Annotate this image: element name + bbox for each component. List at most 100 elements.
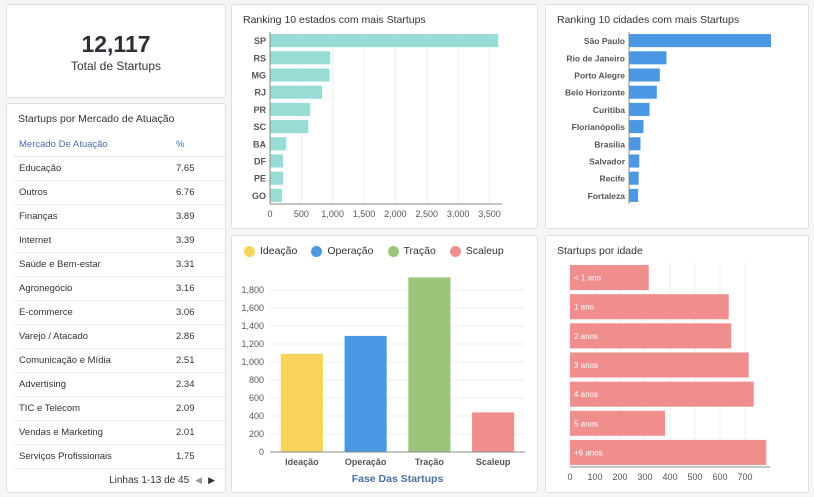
column-header-percent[interactable]: % — [175, 132, 225, 157]
table-row[interactable]: Educação 7.65 — [13, 156, 225, 181]
legend-swatch — [387, 245, 399, 257]
market-cell: Advertising — [13, 372, 175, 397]
legend-item[interactable]: Tração — [387, 245, 436, 257]
category-label: < 1 ano — [574, 274, 601, 283]
bar — [629, 51, 667, 65]
market-cell: Outros — [13, 180, 175, 205]
x-axis-label: Fase Das Startups — [352, 473, 444, 485]
bar — [270, 188, 282, 202]
x-tick-label: 700 — [737, 472, 752, 482]
bar — [629, 85, 657, 99]
age-chart-title: Startups por idade — [557, 245, 643, 257]
bar — [629, 68, 660, 82]
market-cell: Educação — [13, 156, 175, 181]
bar — [570, 352, 749, 378]
category-label: PE — [254, 174, 266, 184]
percent-cell: 3.16 — [175, 276, 225, 301]
table-row[interactable]: Agronegócio 3.16 — [13, 276, 225, 301]
column-header-market[interactable]: Mercado De Atuação — [13, 132, 175, 157]
bar — [629, 120, 644, 134]
y-tick-label: 600 — [249, 393, 264, 403]
x-tick-label: 1,500 — [353, 209, 376, 219]
chevron-left-icon[interactable]: ◀ — [195, 475, 203, 485]
table-row[interactable]: Serviços Profissionais 1.75 — [13, 444, 225, 469]
x-category-label: Scaleup — [476, 457, 511, 467]
percent-cell: 3.89 — [175, 204, 225, 229]
bar — [280, 353, 323, 452]
bar — [270, 171, 284, 185]
percent-cell: 3.31 — [175, 252, 225, 277]
kpi-card: 12,117 Total de Startups — [6, 4, 226, 98]
percent-cell: 2.01 — [175, 420, 225, 445]
market-table-card: Startups por Mercado de Atuação Mercado … — [6, 103, 226, 493]
category-label: 5 anos — [574, 419, 598, 428]
percent-cell: 3.39 — [175, 228, 225, 253]
x-category-label: Operação — [345, 457, 387, 467]
category-label: BA — [253, 139, 266, 149]
x-tick-label: 3,000 — [447, 209, 470, 219]
percent-cell: 7.65 — [175, 156, 225, 181]
market-cell: Internet — [13, 228, 175, 253]
legend-item[interactable]: Ideação — [244, 245, 297, 257]
phase-legend: Ideação Operação Tração Scaleup — [244, 245, 504, 257]
y-tick-label: 800 — [249, 375, 264, 385]
legend-label: Tração — [403, 245, 436, 257]
market-cell: TIC e Telecom — [13, 396, 175, 421]
table-row[interactable]: Advertising 2.34 — [13, 372, 225, 397]
x-category-label: Ideação — [285, 457, 319, 467]
x-tick-label: 3,500 — [478, 209, 501, 219]
table-row[interactable]: Finanças 3.89 — [13, 204, 225, 229]
legend-item[interactable]: Scaleup — [449, 245, 504, 257]
table-row[interactable]: TIC e Telecom 2.09 — [13, 396, 225, 421]
x-tick-label: 300 — [637, 472, 652, 482]
cities-chart-card: Ranking 10 cidades com mais Startups São… — [545, 4, 809, 229]
phase-chart-card: Ideação Operação Tração Scaleup 0 200 400 600 8… — [231, 235, 538, 493]
table-row[interactable]: Internet 3.39 — [13, 228, 225, 253]
category-label: Salvador — [589, 157, 626, 167]
x-tick-label: 600 — [712, 472, 727, 482]
legend-label: Ideação — [260, 245, 298, 257]
table-header-row: Mercado De Atuação % — [13, 132, 225, 157]
age-chart: 0 100 200 300 400 500 600 700 < 1 ano 1 ano 2 anos… — [567, 263, 770, 482]
percent-cell: 1.75 — [175, 444, 225, 469]
market-cell: Comunicação e Mídia — [13, 348, 175, 373]
table-row[interactable]: Comunicação e Mídia 2.51 — [13, 348, 225, 373]
table-row[interactable]: E-commerce 3.06 — [13, 300, 225, 325]
table-row[interactable]: Outros 6.76 — [13, 180, 225, 205]
bar — [570, 294, 729, 320]
legend-swatch — [311, 245, 323, 257]
bar — [472, 412, 515, 452]
bar — [270, 85, 323, 99]
bar — [570, 439, 767, 465]
bar — [570, 381, 754, 407]
pager-label: Linhas 1-13 de 45 — [109, 475, 190, 486]
table-row[interactable]: Saúde e Bem-estar 3.31 — [13, 252, 225, 277]
legend-item[interactable]: Operação — [311, 245, 374, 257]
bar — [629, 171, 639, 185]
bar — [270, 34, 499, 48]
percent-cell: 2.09 — [175, 396, 225, 421]
table-row[interactable]: Vendas e Marketing 2.01 — [13, 420, 225, 445]
bar — [270, 68, 330, 82]
x-tick-label: 400 — [662, 472, 677, 482]
x-tick-label: 2,500 — [415, 209, 438, 219]
table-row[interactable]: Varejo / Atacado 2.86 — [13, 324, 225, 349]
chevron-right-icon[interactable]: ▶ — [208, 475, 215, 485]
bar — [270, 102, 311, 116]
bar — [270, 154, 284, 168]
x-tick-label: 1,000 — [321, 209, 344, 219]
y-tick-label: 200 — [249, 429, 264, 439]
legend-label: Scaleup — [465, 245, 504, 257]
table-pager: Linhas 1-13 de 45 ◀ ▶ — [109, 475, 215, 486]
percent-cell: 2.86 — [175, 324, 225, 349]
bar — [408, 277, 451, 452]
x-tick-label: 200 — [612, 472, 627, 482]
x-tick-label: 500 — [687, 472, 702, 482]
bar — [570, 323, 732, 349]
category-label: 3 anos — [574, 361, 598, 370]
market-cell: Agronegócio — [13, 276, 175, 301]
category-label: SC — [253, 122, 266, 132]
states-chart-card: Ranking 10 estados com mais Startups 0 50… — [231, 4, 538, 229]
x-category-label: Tração — [415, 457, 445, 467]
category-label: Fortaleza — [588, 191, 626, 201]
